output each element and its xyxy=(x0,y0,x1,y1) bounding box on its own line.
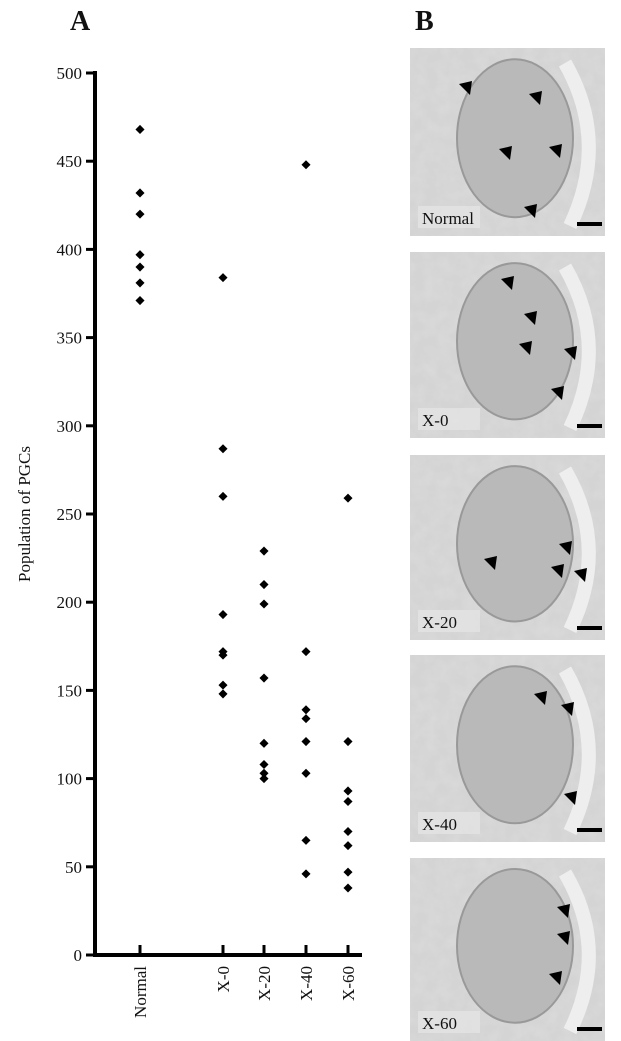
y-tick-label: 100 xyxy=(57,770,83,789)
data-point xyxy=(218,491,228,501)
panel-label: B xyxy=(415,6,434,37)
lumen xyxy=(558,666,596,836)
arrowhead xyxy=(519,341,532,355)
data-point xyxy=(343,786,353,796)
arrowhead xyxy=(524,311,537,325)
y-tick-label: 450 xyxy=(57,152,83,171)
data-point xyxy=(135,262,145,272)
label-bg xyxy=(418,812,480,834)
data-point xyxy=(301,705,311,715)
x-tick-label: X-40 xyxy=(297,966,316,1001)
data-point xyxy=(259,580,269,590)
label-bg xyxy=(418,1011,480,1033)
data-point xyxy=(259,673,269,683)
image-label: X-60 xyxy=(422,1014,457,1033)
y-tick-label: 500 xyxy=(57,64,83,83)
tissue xyxy=(456,262,574,421)
x-tick-label: Normal xyxy=(131,966,150,1018)
data-point xyxy=(301,714,311,724)
data-point xyxy=(218,273,228,283)
data-point xyxy=(218,610,228,620)
arrowhead xyxy=(549,971,562,985)
data-point xyxy=(259,599,269,609)
data-point xyxy=(135,124,145,134)
arrowhead xyxy=(557,904,570,918)
data-point xyxy=(343,867,353,877)
data-point xyxy=(218,444,228,454)
y-tick-label: 400 xyxy=(57,240,83,259)
arrowhead xyxy=(549,144,562,158)
data-point xyxy=(343,737,353,747)
x-tick-label: X-60 xyxy=(339,966,358,1001)
data-point xyxy=(259,546,269,556)
arrowhead xyxy=(551,386,564,400)
data-point xyxy=(259,759,269,770)
arrowhead xyxy=(524,204,537,218)
x-tick-label: X-20 xyxy=(255,966,274,1001)
data-point xyxy=(301,869,311,879)
image-label: X-40 xyxy=(422,815,457,834)
data-point xyxy=(301,647,311,657)
y-tick-label: 250 xyxy=(57,505,83,524)
data-point xyxy=(301,768,311,778)
data-point xyxy=(301,835,311,845)
data-point xyxy=(301,737,311,747)
arrowhead xyxy=(484,556,497,570)
arrowhead xyxy=(559,541,572,555)
label-bg xyxy=(418,206,480,228)
y-tick-label: 300 xyxy=(57,417,83,436)
tissue xyxy=(456,665,574,825)
arrowhead xyxy=(557,931,570,945)
tissue xyxy=(456,58,574,219)
y-tick-label: 50 xyxy=(65,858,82,877)
tissue xyxy=(456,465,574,623)
panel-label: A xyxy=(70,6,91,37)
data-point xyxy=(301,160,311,170)
label-bg xyxy=(418,610,480,632)
data-point xyxy=(135,188,145,198)
arrowhead xyxy=(551,564,564,578)
data-point xyxy=(135,209,145,219)
data-point xyxy=(135,296,145,306)
arrowhead xyxy=(529,91,542,105)
arrowhead xyxy=(501,276,514,290)
data-point xyxy=(135,250,145,260)
data-point xyxy=(259,774,269,784)
arrowhead xyxy=(459,81,472,95)
data-point xyxy=(343,493,353,503)
image-label: X-20 xyxy=(422,613,457,632)
data-point xyxy=(343,883,353,893)
tissue xyxy=(456,867,574,1024)
data-point xyxy=(343,826,353,837)
y-tick-label: 200 xyxy=(57,593,83,612)
lumen xyxy=(558,466,596,634)
lumen xyxy=(558,263,596,432)
data-point xyxy=(218,689,228,699)
lumen xyxy=(558,59,596,230)
data-point xyxy=(259,738,269,748)
arrowhead xyxy=(564,791,577,805)
label-bg xyxy=(418,408,480,430)
data-point xyxy=(135,278,145,288)
arrowhead xyxy=(534,691,547,705)
x-tick-label: X-0 xyxy=(214,966,233,992)
arrowhead xyxy=(561,702,574,716)
image-label: Normal xyxy=(422,209,474,228)
data-point xyxy=(343,797,353,807)
y-tick-label: 150 xyxy=(57,681,83,700)
image-label: X-0 xyxy=(422,411,448,430)
data-point xyxy=(343,841,353,851)
arrowhead xyxy=(564,346,577,360)
arrowhead xyxy=(574,568,587,582)
data-point xyxy=(218,680,228,690)
arrowhead xyxy=(499,146,512,160)
micrograph-panels: Normal X-0 X-20 X-40 X-60 xyxy=(410,48,605,1041)
y-tick-label: 350 xyxy=(57,329,83,348)
y-axis-label: Population of PGCs xyxy=(15,446,34,582)
lumen xyxy=(558,869,596,1035)
y-tick-label: 0 xyxy=(74,946,83,965)
